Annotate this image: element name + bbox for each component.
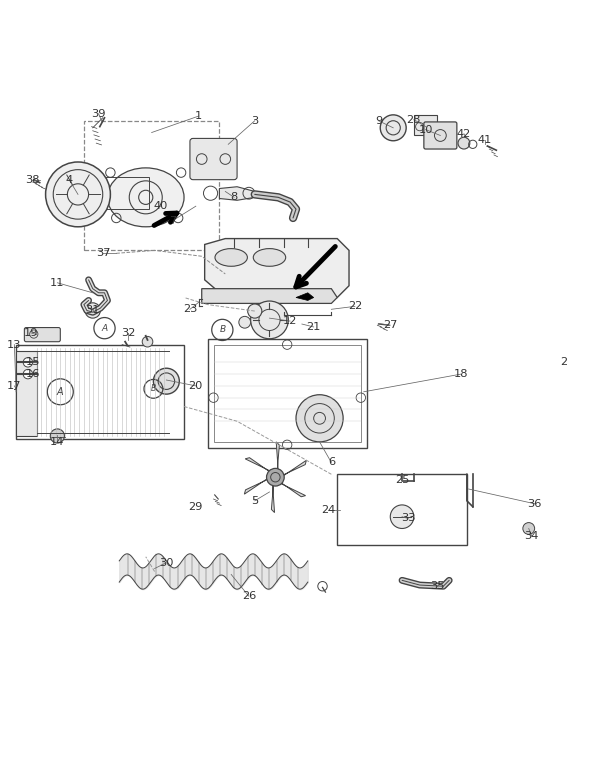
Circle shape [296,394,343,442]
Bar [16,350,37,436]
Text: 5: 5 [251,496,258,506]
Polygon shape [278,461,307,477]
Bar [214,344,361,442]
Text: 27: 27 [383,320,397,330]
Text: 12: 12 [283,316,297,326]
Text: 19: 19 [24,328,38,338]
Text: 7: 7 [169,216,176,226]
Text: A: A [57,387,63,397]
Text: 39: 39 [91,109,106,119]
Text: 26: 26 [242,591,256,601]
FancyBboxPatch shape [414,115,437,135]
Circle shape [390,505,414,528]
Circle shape [23,358,33,367]
Bar [337,474,467,545]
Text: 21: 21 [307,322,321,332]
Text: 29: 29 [189,502,203,511]
Bar [16,344,184,439]
Ellipse shape [108,168,184,226]
Text: 22: 22 [348,302,362,312]
Text: 9: 9 [375,116,382,125]
FancyBboxPatch shape [190,138,237,179]
Text: 34: 34 [525,531,539,541]
Circle shape [46,162,110,226]
Polygon shape [277,480,305,497]
Text: 8: 8 [230,192,238,202]
Ellipse shape [253,249,286,266]
Text: 33: 33 [401,514,415,524]
Polygon shape [296,293,314,300]
Text: 28: 28 [407,115,421,125]
Text: 36: 36 [527,499,542,508]
Text: 31: 31 [85,306,100,315]
Text: 40: 40 [153,201,168,211]
Text: 13: 13 [7,340,21,350]
Text: 15: 15 [26,357,40,367]
Text: 24: 24 [321,505,336,515]
Bar [208,339,366,448]
Polygon shape [245,458,274,475]
Text: 1: 1 [195,111,202,121]
Text: 25: 25 [395,475,409,485]
Text: B: B [151,385,156,394]
FancyBboxPatch shape [424,122,457,149]
Text: 2: 2 [561,357,568,367]
Text: 11: 11 [50,277,65,288]
Polygon shape [244,477,272,494]
Text: 10: 10 [419,125,433,135]
Text: 42: 42 [457,128,471,139]
Bar [105,177,149,209]
Text: 41: 41 [477,135,492,145]
Text: 38: 38 [25,175,39,185]
Polygon shape [202,289,337,303]
Circle shape [247,304,262,318]
Text: 23: 23 [183,304,197,315]
Text: 3: 3 [251,116,258,125]
Polygon shape [276,442,279,475]
Text: A: A [101,324,108,333]
Text: 20: 20 [189,381,203,391]
Text: 17: 17 [7,381,21,391]
Ellipse shape [215,249,247,266]
Circle shape [380,115,406,141]
Polygon shape [205,239,349,297]
Circle shape [458,138,470,149]
Circle shape [23,369,33,378]
Text: 30: 30 [159,558,173,568]
Circle shape [239,316,250,328]
Text: 6: 6 [328,458,335,467]
Circle shape [142,337,153,347]
Polygon shape [220,187,255,201]
Text: 18: 18 [453,369,468,379]
Text: 37: 37 [96,249,111,258]
Text: 14: 14 [50,437,65,447]
Circle shape [85,302,101,318]
Polygon shape [271,480,275,512]
FancyBboxPatch shape [24,328,60,342]
Text: 32: 32 [121,328,135,338]
Text: 35: 35 [430,581,445,591]
Text: 16: 16 [26,369,40,379]
Circle shape [50,429,65,443]
Text: 4: 4 [66,175,73,185]
Circle shape [250,301,288,339]
Circle shape [523,523,535,534]
Circle shape [153,368,179,394]
Text: B: B [219,325,226,334]
Circle shape [266,468,284,486]
